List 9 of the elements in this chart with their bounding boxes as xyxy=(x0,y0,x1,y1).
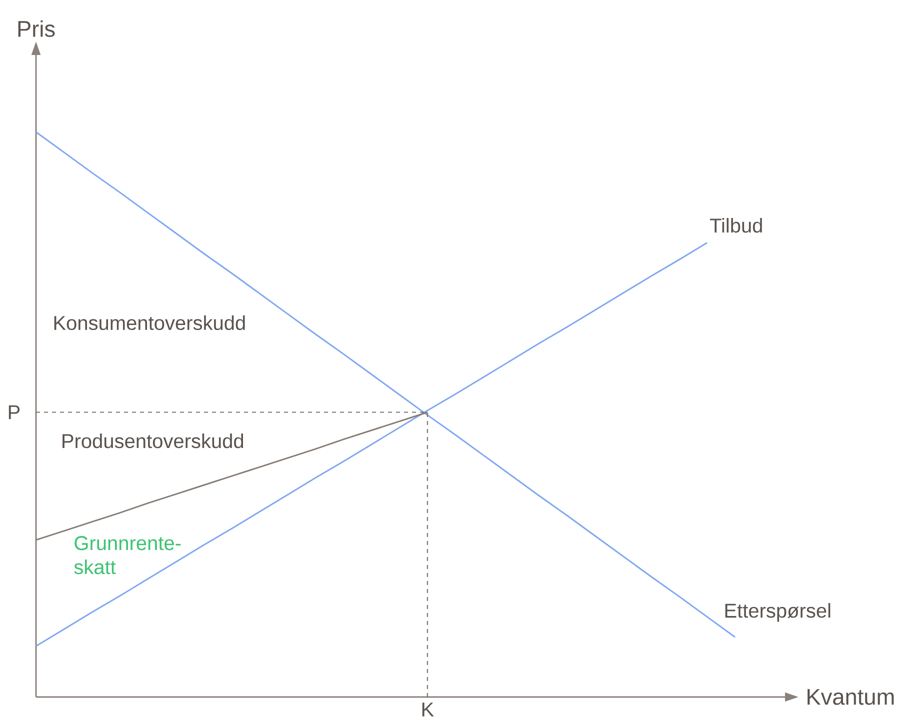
y-axis-title: Pris xyxy=(18,20,55,37)
annotation: Produsentoverskudd xyxy=(62,433,244,448)
series-label: Etterspørsel xyxy=(725,603,830,622)
ref-line-label: P xyxy=(8,405,20,420)
x-axis-title: Kvantum xyxy=(808,689,894,705)
annotation: Konsumentoverskudd xyxy=(54,315,245,330)
text: K xyxy=(422,702,434,716)
series-label: Tilbud xyxy=(710,218,762,233)
annotation: Grunnrente-skatt xyxy=(74,536,181,574)
